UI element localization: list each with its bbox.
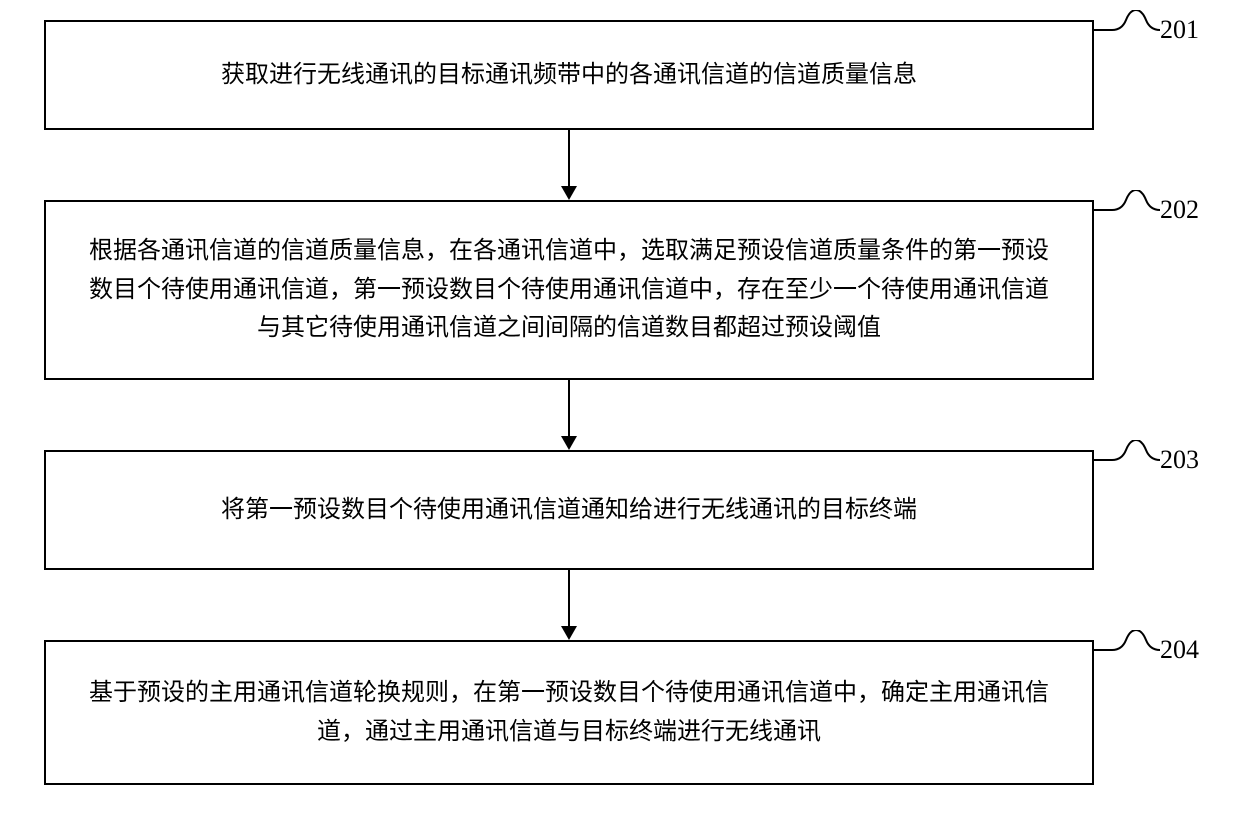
arrow-1-line bbox=[568, 130, 570, 186]
box-2-label: 202 bbox=[1160, 195, 1199, 225]
flowchart-box-3: 将第一预设数目个待使用通讯信道通知给进行无线通讯的目标终端 bbox=[44, 450, 1094, 570]
box-4-text: 基于预设的主用通讯信道轮换规则，在第一预设数目个待使用通讯信道中，确定主用通讯信… bbox=[86, 674, 1052, 751]
box-3-text: 将第一预设数目个待使用通讯信道通知给进行无线通讯的目标终端 bbox=[221, 491, 917, 529]
arrow-1-head bbox=[561, 186, 577, 200]
arrow-3-head bbox=[561, 626, 577, 640]
flowchart-box-4: 基于预设的主用通讯信道轮换规则，在第一预设数目个待使用通讯信道中，确定主用通讯信… bbox=[44, 640, 1094, 785]
arrow-2-line bbox=[568, 380, 570, 436]
connector-1 bbox=[1094, 10, 1164, 70]
arrow-3-line bbox=[568, 570, 570, 626]
arrow-2-head bbox=[561, 436, 577, 450]
connector-2 bbox=[1094, 190, 1164, 250]
flowchart-box-2: 根据各通讯信道的信道质量信息，在各通讯信道中，选取满足预设信道质量条件的第一预设… bbox=[44, 200, 1094, 380]
connector-3 bbox=[1094, 440, 1164, 500]
flowchart-box-1: 获取进行无线通讯的目标通讯频带中的各通讯信道的信道质量信息 bbox=[44, 20, 1094, 130]
flowchart-container: 获取进行无线通讯的目标通讯频带中的各通讯信道的信道质量信息 201 根据各通讯信… bbox=[0, 0, 1240, 830]
connector-4 bbox=[1094, 630, 1164, 690]
box-1-label: 201 bbox=[1160, 15, 1199, 45]
box-2-text: 根据各通讯信道的信道质量信息，在各通讯信道中，选取满足预设信道质量条件的第一预设… bbox=[86, 232, 1052, 347]
box-1-text: 获取进行无线通讯的目标通讯频带中的各通讯信道的信道质量信息 bbox=[221, 56, 917, 94]
box-3-label: 203 bbox=[1160, 445, 1199, 475]
box-4-label: 204 bbox=[1160, 635, 1199, 665]
